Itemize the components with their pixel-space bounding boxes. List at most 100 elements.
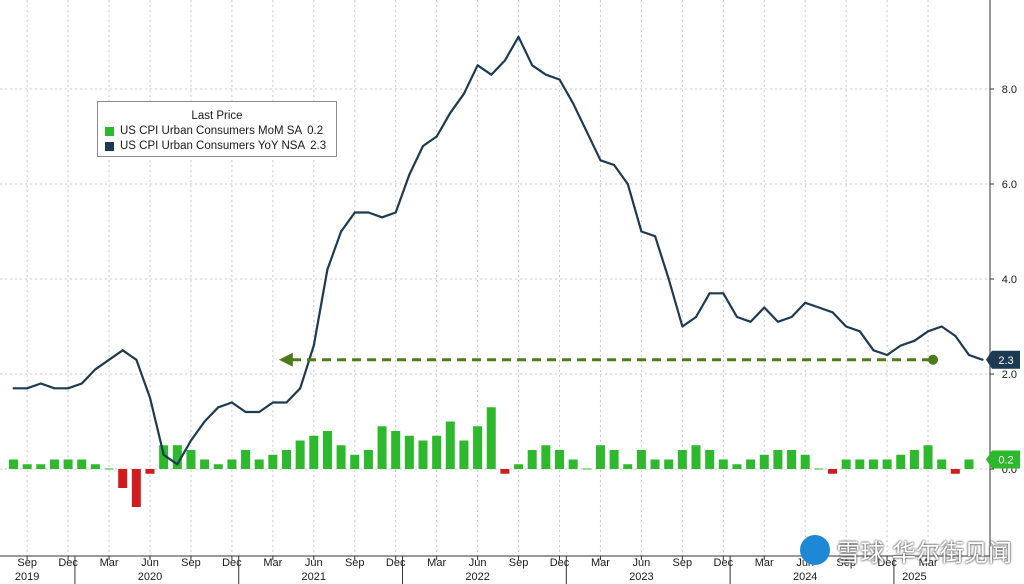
yoy-point [763, 306, 766, 309]
yoy-point [244, 411, 247, 413]
yoy-point [681, 325, 684, 328]
bar [541, 445, 551, 469]
bar [677, 450, 687, 469]
yoy-point [80, 382, 83, 385]
yoy-point [722, 292, 725, 295]
value-tag: 0.2 [986, 450, 1020, 469]
x-tick-label: Mar [755, 557, 774, 569]
watermark: 雪球 华尔街见闻 [800, 530, 1012, 570]
yoy-point [26, 387, 29, 390]
bar [527, 450, 537, 469]
yoy-point [599, 159, 602, 162]
yoy-point [695, 316, 697, 318]
x-year-label: 2019 [15, 571, 39, 583]
bar [486, 407, 496, 469]
bar [282, 450, 291, 469]
yoy-point [340, 230, 343, 233]
bar [568, 459, 578, 469]
watermark-text: 雪球 华尔街见闻 [836, 538, 1012, 567]
value-tag-label: 0.2 [998, 455, 1013, 467]
value-tag-label: 2.3 [998, 355, 1013, 367]
bar [650, 459, 660, 469]
yoy-point [381, 216, 384, 219]
bar [609, 450, 619, 469]
x-tick-label: Mar [100, 557, 119, 569]
yoy-point [285, 401, 288, 404]
x-tick-label: Mar [591, 557, 610, 569]
yoy-point [476, 64, 479, 67]
x-tick-label: Sep [345, 557, 365, 569]
yoy-point [39, 382, 42, 385]
legend-value-yoy: 2.3 [310, 140, 327, 152]
bar [473, 426, 483, 469]
value-tag-box [986, 350, 1020, 369]
yoy-point [258, 411, 261, 413]
bar [800, 454, 810, 469]
yoy-point [353, 211, 356, 214]
yoy-point [817, 306, 820, 309]
x-tick-label: Dec [58, 557, 78, 569]
x-tick-label: Dec [877, 557, 897, 569]
legend-entry-yoy: US CPI Urban Consumers YoY NSA 2.3 [98, 139, 336, 154]
yoy-point [654, 235, 657, 238]
yoy-point [408, 173, 411, 176]
legend: Last Price US CPI Urban Consumers MoM SA… [97, 101, 337, 157]
bar [432, 435, 442, 469]
bar [49, 459, 59, 469]
arrow-origin-dot [928, 354, 939, 365]
yoy-point [149, 396, 151, 399]
yoy-point [899, 344, 902, 347]
yoy-point [299, 387, 302, 390]
bar [773, 450, 783, 469]
yoy-point [189, 439, 192, 442]
yoy-point [981, 358, 984, 361]
x-tick-label: Dec [714, 557, 734, 569]
x-tick-label: Jun [633, 557, 651, 569]
yoy-point [12, 387, 15, 390]
bar [514, 464, 524, 469]
dashed-arrow [278, 352, 939, 367]
yoy-point [531, 64, 534, 67]
x-year-label: 2024 [793, 571, 817, 583]
yoy-point [858, 330, 861, 333]
value-tag: 2.3 [986, 350, 1020, 369]
bar [828, 469, 837, 474]
bar [200, 459, 210, 469]
x-tick-label: Mar [919, 557, 938, 569]
x-tick-label: Mar [427, 557, 446, 569]
arrow-head [278, 352, 293, 367]
yoy-point [435, 135, 438, 138]
x-tick-label: Sep [836, 557, 856, 569]
yoy-point [613, 164, 616, 166]
yoy-point [831, 311, 834, 314]
bar [937, 459, 947, 469]
yoy-point [422, 145, 424, 147]
bar [555, 450, 564, 469]
yoy-point [312, 344, 315, 347]
yoy-point [927, 330, 930, 333]
x-tick-label: Dec [550, 557, 570, 569]
yoy-point [708, 292, 711, 295]
bar [732, 464, 742, 469]
yoy-point [53, 387, 56, 390]
bar [118, 469, 128, 488]
yoy-point [558, 78, 561, 81]
x-tick-label: Sep [181, 557, 201, 569]
bar [746, 459, 756, 469]
legend-title: Last Price [191, 110, 243, 122]
yoy-point [462, 92, 465, 95]
bar [841, 459, 851, 469]
yoy-point [67, 387, 70, 390]
y-tick-label: 4.0 [1002, 274, 1017, 286]
bar [213, 464, 223, 469]
bar [705, 450, 715, 469]
yoy-point [326, 268, 329, 271]
yoy-point [449, 111, 452, 114]
yoy-point [872, 349, 875, 352]
y-tick-label: 6.0 [1002, 179, 1017, 191]
yoy-point [845, 325, 848, 328]
bar [104, 468, 114, 470]
bar [22, 464, 32, 469]
y-tick-label: 8.0 [1002, 84, 1017, 96]
